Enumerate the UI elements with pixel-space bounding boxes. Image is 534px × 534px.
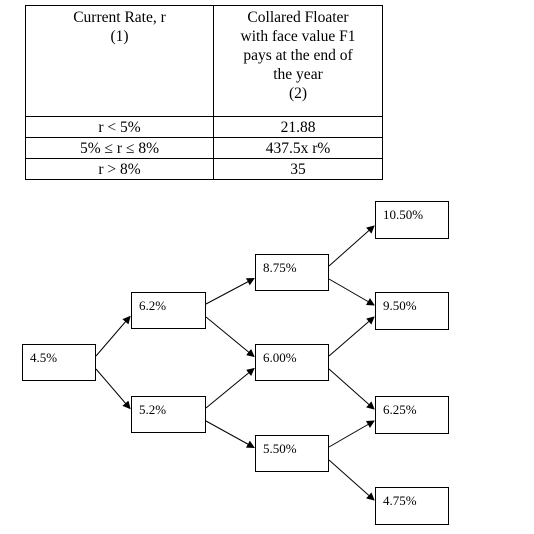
tree-node-terminal: 9.50% bbox=[375, 292, 449, 330]
tree-edge-arrow bbox=[205, 316, 255, 358]
tree-edge-arrow bbox=[205, 278, 255, 305]
header-line: Collared Floater bbox=[247, 9, 349, 26]
payoff-cell: 437.5x r% bbox=[213, 137, 383, 159]
tree-edge-arrow bbox=[328, 420, 375, 448]
node-rate-label: 6.00% bbox=[263, 350, 297, 365]
node-rate-label: 5.50% bbox=[263, 441, 297, 456]
rate-cell: r > 8% bbox=[25, 158, 214, 180]
tree-node-terminal: 6.25% bbox=[375, 396, 449, 434]
tree-edge-arrow bbox=[328, 368, 375, 410]
tree-edge-arrow bbox=[328, 316, 375, 357]
node-rate-label: 4.75% bbox=[383, 493, 417, 508]
node-rate-label: 5.2% bbox=[139, 402, 167, 417]
table-header-row: Current Rate, r (1) Collared Floater wit… bbox=[25, 5, 383, 117]
tree-node: 8.75% bbox=[255, 254, 329, 291]
node-rate-label: 9.50% bbox=[383, 298, 417, 313]
payoff-cell: 35 bbox=[213, 158, 383, 180]
table-row: r < 5% 21.88 bbox=[25, 116, 383, 138]
tree-node-root: 4.5% bbox=[22, 344, 96, 381]
payoff-table: Current Rate, r (1) Collared Floater wit… bbox=[25, 5, 383, 180]
node-rate-label: 6.25% bbox=[383, 402, 417, 417]
tree-node: 6.00% bbox=[255, 344, 329, 381]
tree-edge-arrow bbox=[95, 368, 131, 410]
node-rate-label: 4.5% bbox=[30, 350, 58, 365]
tree-edge-arrow bbox=[328, 459, 375, 501]
node-rate-label: 8.75% bbox=[263, 260, 297, 275]
header-floater-payoff: Collared Floater with face value F1 pays… bbox=[213, 5, 383, 117]
payoff-cell: 21.88 bbox=[213, 116, 383, 138]
tree-node-terminal: 4.75% bbox=[375, 487, 449, 525]
tree-edge-arrow bbox=[328, 278, 375, 306]
tree-node-terminal: 10.50% bbox=[375, 201, 449, 239]
header-current-rate: Current Rate, r (1) bbox=[25, 5, 214, 117]
header-line: Current Rate, r bbox=[73, 9, 166, 26]
header-line: (1) bbox=[110, 28, 129, 45]
header-line: pays at the end of bbox=[243, 47, 353, 64]
header-line: the year bbox=[273, 66, 323, 83]
tree-node: 6.2% bbox=[131, 292, 206, 329]
node-rate-label: 6.2% bbox=[139, 298, 167, 313]
table-row: r > 8% 35 bbox=[25, 158, 383, 180]
tree-edge-arrow bbox=[95, 315, 131, 357]
tree-node: 5.2% bbox=[131, 396, 206, 433]
tree-node: 5.50% bbox=[255, 435, 329, 472]
tree-edge-arrow bbox=[205, 367, 255, 409]
header-line: with face value F1 bbox=[240, 28, 356, 45]
node-rate-label: 10.50% bbox=[383, 207, 424, 222]
tree-edge-arrow bbox=[328, 225, 375, 267]
header-line: (2) bbox=[288, 85, 308, 102]
tree-edge-arrow bbox=[205, 420, 255, 448]
